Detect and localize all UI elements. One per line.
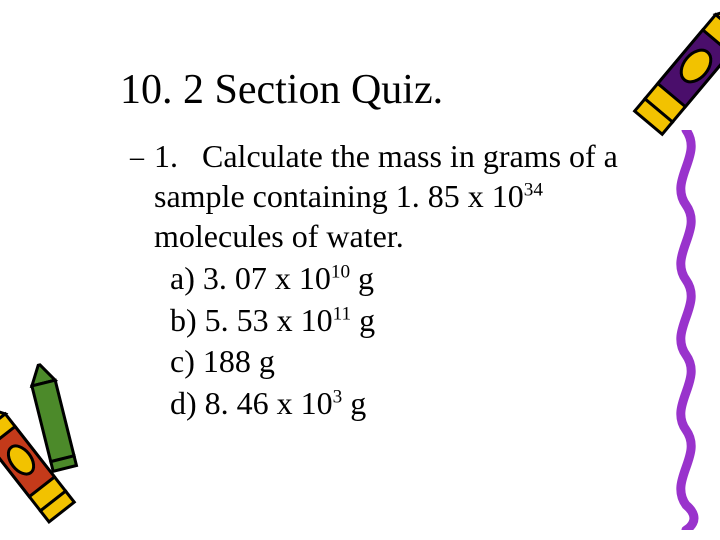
slide: 10. 2 Section Quiz. – 1. Calculate the m… — [0, 0, 720, 540]
option-b-text: 5. 53 x 1011 g — [205, 302, 375, 338]
question-text: 1. Calculate the mass in grams of a samp… — [154, 136, 630, 256]
question-body: Calculate the mass in grams of a sample … — [154, 138, 618, 254]
option-a-text: 3. 07 x 1010 g — [203, 260, 374, 296]
question-block: – 1. Calculate the mass in grams of a sa… — [130, 136, 630, 424]
option-c: c) 188 g — [170, 341, 630, 383]
option-d-label: d) — [170, 385, 197, 421]
option-d-text: 8. 46 x 103 g — [205, 385, 367, 421]
option-b: b) 5. 53 x 1011 g — [170, 300, 630, 342]
options-list: a) 3. 07 x 1010 g b) 5. 53 x 1011 g c) 1… — [170, 258, 630, 424]
squiggle-decor — [664, 130, 708, 535]
question-line: – 1. Calculate the mass in grams of a sa… — [130, 136, 630, 256]
option-a-label: a) — [170, 260, 195, 296]
question-number: 1. — [154, 138, 178, 174]
bullet-dash: – — [130, 140, 144, 175]
option-d: d) 8. 46 x 103 g — [170, 383, 630, 425]
option-a: a) 3. 07 x 1010 g — [170, 258, 630, 300]
option-b-label: b) — [170, 302, 197, 338]
option-c-text: 188 g — [203, 343, 275, 379]
option-c-label: c) — [170, 343, 195, 379]
slide-title: 10. 2 Section Quiz. — [120, 66, 680, 114]
